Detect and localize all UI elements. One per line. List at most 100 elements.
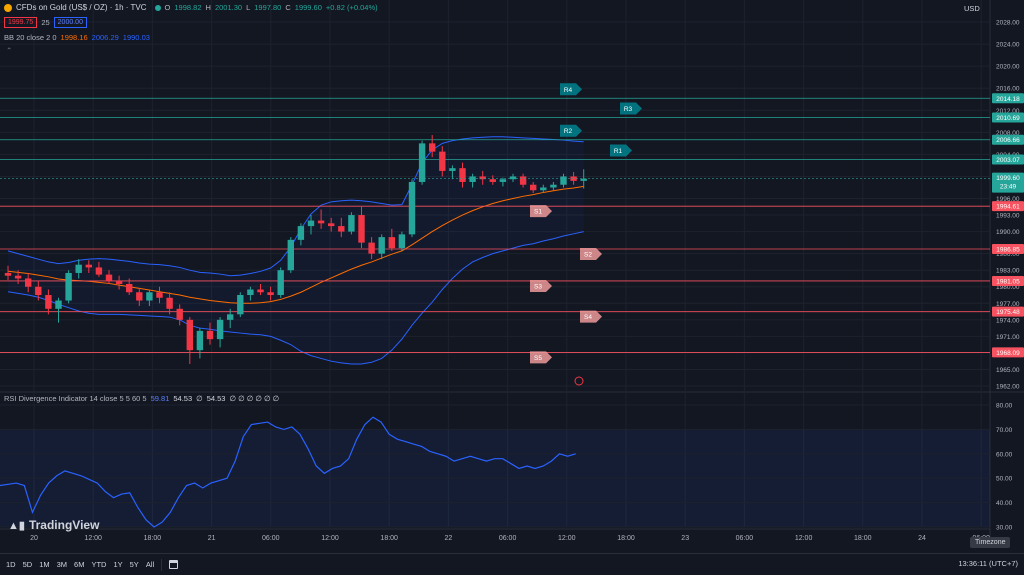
price-tick-label: 1974.00	[996, 317, 1020, 324]
level-flag-label: S5	[534, 355, 542, 362]
candle-body	[479, 176, 486, 180]
range-1d[interactable]: 1D	[6, 560, 16, 569]
open-value: 1998.82	[174, 3, 202, 12]
candle-body	[317, 220, 325, 224]
price-tick-label: 1971.00	[996, 334, 1020, 341]
bb-basis-line	[7, 185, 584, 304]
level-flag-r3	[620, 102, 642, 115]
candle-body	[398, 234, 406, 249]
rsi-tick-label: 70.00	[996, 427, 1013, 434]
candle-body	[338, 226, 345, 232]
candle-body	[277, 270, 284, 296]
last-price-text: 1999.60	[996, 175, 1020, 182]
level-flag-label: R3	[624, 106, 633, 113]
time-tick-label: 12:00	[321, 535, 339, 542]
range-all[interactable]: All	[145, 560, 155, 569]
price-tick-label: 2028.00	[996, 20, 1020, 27]
level-price-tag	[992, 275, 1024, 286]
time-tick-label: 12:00	[795, 535, 813, 542]
candle-body	[146, 292, 153, 301]
rsi-line	[0, 416, 576, 528]
change-value: +0.82 (+0.04%)	[325, 3, 378, 12]
price-tick-label: 1965.00	[996, 367, 1020, 374]
range-5d[interactable]: 5D	[22, 560, 33, 569]
candle-body	[550, 184, 557, 188]
candle-body	[540, 187, 547, 191]
level-flag-label: R4	[564, 87, 573, 94]
range-5y[interactable]: 5Y	[129, 560, 139, 569]
candle-body	[509, 176, 517, 180]
range-1y[interactable]: 1Y	[113, 560, 123, 569]
rsi-label: RSI Divergence Indicator 14 close 5 5 60…	[4, 394, 147, 403]
rsi-tick-label: 40.00	[996, 500, 1013, 507]
price-tick-label: 1986.00	[996, 251, 1020, 258]
candle-body	[176, 308, 183, 320]
time-tick-label: 18:00	[380, 535, 398, 542]
tradingview-logo-text: TradingView	[28, 518, 100, 532]
price-tick-label: 1980.00	[996, 284, 1020, 291]
price-tick-label: 2016.00	[996, 86, 1020, 93]
candle-body	[105, 274, 113, 282]
candle-body	[4, 272, 12, 276]
candle-body	[126, 283, 133, 293]
countdown-text: 23:49	[1000, 184, 1017, 191]
range-1m[interactable]: 1M	[39, 560, 50, 569]
candle-body	[14, 275, 22, 279]
candle-body	[459, 168, 466, 182]
clock-display[interactable]: 13:36:11 (UTC+7)	[958, 559, 1018, 568]
level-flag-s2	[580, 247, 602, 260]
level-flag-label: S3	[534, 283, 542, 290]
level-flag-r2	[560, 124, 582, 137]
time-tick-label: 21	[208, 535, 216, 542]
range-3m[interactable]: 3M	[56, 560, 68, 569]
candle-body	[499, 179, 507, 182]
buy-price-button[interactable]: 2000.00	[53, 17, 87, 28]
level-flag-r1	[610, 144, 632, 157]
timezone-button[interactable]: Timezone	[970, 537, 1011, 548]
level-price-text: 1975.48	[996, 309, 1020, 316]
bb-basis-value: 1998.16	[60, 33, 88, 42]
rsi-tick-label: 30.00	[996, 525, 1013, 532]
level-price-tag	[992, 134, 1024, 145]
time-tick-label: 06:00	[262, 535, 280, 542]
level-price-tag	[992, 201, 1024, 212]
price-tick-label: 2012.00	[996, 108, 1020, 115]
price-tick-label: 1977.00	[996, 301, 1020, 308]
time-tick-label: 24	[918, 535, 926, 542]
level-flag-r4	[560, 83, 582, 96]
collapse-chevron-icon[interactable]: ⌃	[6, 46, 13, 55]
rsi-legend[interactable]: RSI Divergence Indicator 14 close 5 5 60…	[4, 394, 279, 403]
candle-body	[408, 181, 416, 235]
range-ytd[interactable]: YTD	[91, 560, 107, 569]
rsi-value-2: 54.53	[173, 394, 193, 403]
symbol-title[interactable]: CFDs on Gold (US$ / OZ) · 1h · TVC	[16, 3, 147, 12]
tradingview-logo-icon: ▲▮	[8, 519, 25, 532]
level-price-text: 1994.61	[996, 204, 1020, 211]
bb-upper-value: 2006.29	[91, 33, 119, 42]
candle-body	[35, 286, 42, 296]
bb-label: BB 20 close 2 0	[4, 33, 57, 42]
price-tick-label: 1990.00	[996, 229, 1020, 236]
rsi-tick-label: 60.00	[996, 451, 1013, 458]
price-tick-label: 2020.00	[996, 64, 1020, 71]
candle-body	[449, 168, 456, 171]
high-value: 2001.30	[214, 3, 243, 12]
calendar-icon[interactable]	[169, 560, 179, 569]
level-price-tag	[992, 306, 1024, 317]
candle-body	[368, 242, 375, 254]
range-6m[interactable]: 6M	[74, 560, 85, 569]
candle-body	[287, 239, 294, 271]
sell-price-button[interactable]: 1999.75	[4, 17, 38, 28]
currency-label[interactable]: USD	[964, 4, 980, 13]
level-price-text: 2006.66	[996, 137, 1020, 144]
candle-body	[206, 330, 214, 340]
candle-body	[115, 281, 123, 284]
level-flag-label: R1	[614, 148, 623, 155]
bb-legend[interactable]: BB 20 close 2 0 1998.16 2006.29 1990.03	[4, 33, 150, 42]
low-value: 1997.80	[254, 3, 282, 12]
alert-marker-icon	[574, 376, 584, 386]
l-label: L	[246, 3, 251, 12]
bb-upper-line	[7, 136, 584, 277]
tradingview-logo[interactable]: ▲▮ TradingView	[8, 518, 99, 532]
